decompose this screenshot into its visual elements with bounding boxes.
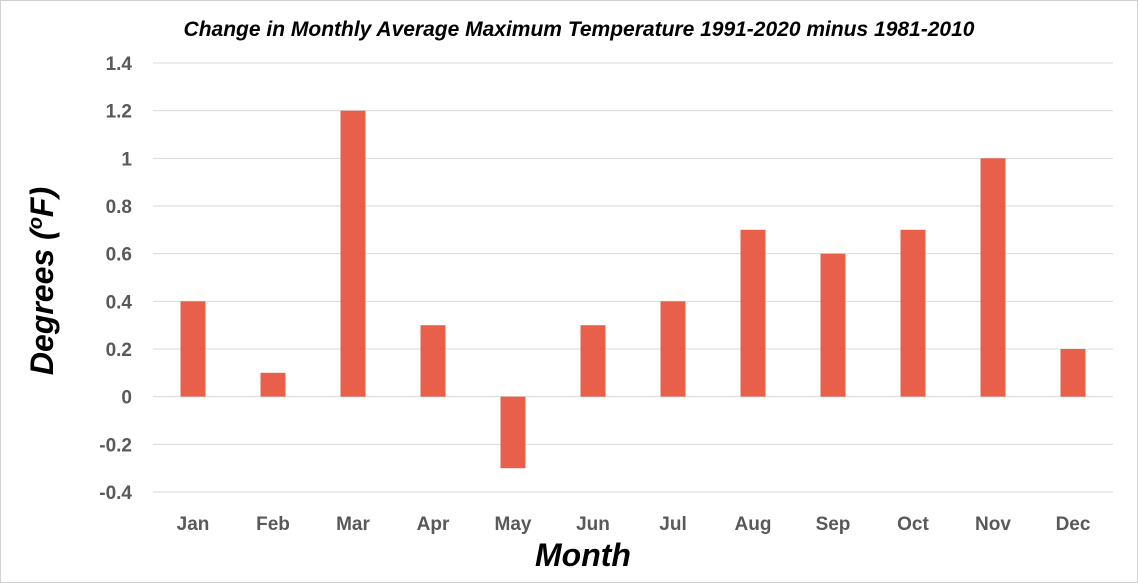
bar-sep [820, 253, 846, 397]
bar-jan [180, 301, 206, 397]
gridlines [153, 62, 1113, 493]
bar-mar [340, 110, 366, 397]
y-axis-title: Degrees (oF) [24, 187, 60, 375]
bar-dec [1060, 349, 1086, 397]
x-tick-label: Jan [177, 514, 210, 535]
x-tick-label: Dec [1056, 514, 1091, 535]
y-axis-title-prefix: Degrees ( [24, 226, 60, 375]
bar-aug [740, 229, 766, 397]
x-tick-labels: Jan Feb Mar Apr May Jun Jul Aug Sep Oct Nov Dec [177, 514, 1091, 535]
x-axis-title: Month [535, 537, 631, 573]
bar-jul [660, 301, 686, 397]
x-tick-label: Nov [975, 514, 1011, 535]
bar-may [500, 396, 526, 469]
bar-apr [420, 325, 446, 397]
y-tick-label: 0.6 [106, 245, 132, 266]
x-tick-label: Aug [735, 514, 772, 535]
y-tick-label: -0.4 [99, 483, 132, 504]
y-tick-label: -0.2 [99, 435, 132, 456]
x-tick-label: Jul [659, 514, 686, 535]
x-tick-label: Apr [417, 514, 450, 535]
x-tick-label: May [495, 514, 532, 535]
bars [180, 110, 1086, 469]
x-tick-label: Mar [336, 514, 370, 535]
y-axis-title-suffix: F) [24, 187, 60, 217]
bar-oct [900, 229, 926, 397]
chart-title: Change in Monthly Average Maximum Temper… [184, 18, 975, 41]
bar-feb [260, 372, 286, 397]
y-tick-label: 0 [121, 388, 132, 409]
bar-jun [580, 325, 606, 397]
y-tick-label: 1 [121, 149, 132, 170]
bar-nov [980, 158, 1006, 397]
y-axis-title-superscript: o [25, 217, 47, 229]
y-tick-label: 0.8 [106, 197, 132, 218]
y-tick-label: 1.2 [106, 102, 132, 123]
x-tick-label: Feb [256, 514, 290, 535]
x-tick-label: Sep [816, 514, 851, 535]
y-tick-label: 1.4 [106, 54, 133, 75]
y-tick-label: 0.4 [106, 292, 133, 313]
x-tick-label: Oct [897, 514, 929, 535]
y-tick-label: 0.2 [106, 340, 132, 361]
x-tick-label: Jun [576, 514, 610, 535]
y-tick-labels: -0.4 -0.2 0 0.2 0.4 0.6 0.8 1 1.2 1.4 [99, 54, 132, 504]
